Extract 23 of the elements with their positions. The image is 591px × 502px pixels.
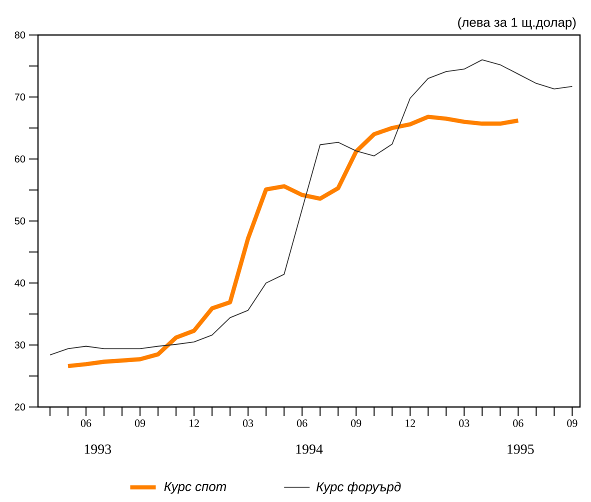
- y-tick-label: 40: [14, 279, 26, 287]
- y-axis-title: (лева за 1 щ.долар): [458, 17, 576, 30]
- x-tick-label: 06: [513, 420, 524, 427]
- y-tick-label: 80: [14, 31, 26, 39]
- x-tick-label: 03: [459, 420, 470, 427]
- y-tick-label: 60: [14, 155, 26, 163]
- y-tick-label: 30: [14, 341, 26, 349]
- text: 1993: [84, 444, 112, 454]
- x-tick-label: 03: [243, 420, 254, 427]
- text: 1994: [296, 444, 323, 454]
- x-tick-label: 09: [567, 420, 578, 427]
- x-tick-label: 12: [190, 420, 199, 427]
- x-tick-label: 06: [297, 420, 308, 427]
- x-tick-label: 06: [80, 420, 92, 427]
- y-tick-label: 50: [14, 217, 26, 225]
- y-tick-label: 20: [14, 403, 26, 411]
- x-tick-label: 09: [134, 420, 146, 427]
- legend-label: Курс форуърд: [316, 482, 401, 494]
- text: 1995: [508, 444, 534, 454]
- x-tick-label: 12: [406, 420, 416, 427]
- y-tick-label: 70: [14, 93, 26, 101]
- legend-label: Курс спот: [164, 482, 226, 494]
- x-tick-label: 09: [351, 420, 362, 427]
